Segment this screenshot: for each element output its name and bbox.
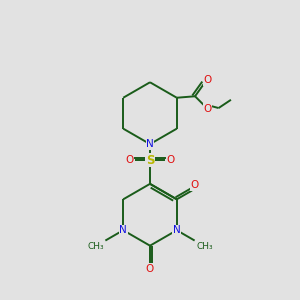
Text: O: O bbox=[203, 103, 211, 114]
Text: N: N bbox=[146, 139, 154, 149]
Text: O: O bbox=[146, 264, 154, 274]
Text: O: O bbox=[203, 75, 211, 85]
Text: CH₃: CH₃ bbox=[196, 242, 213, 251]
Text: S: S bbox=[146, 154, 154, 167]
Text: N: N bbox=[173, 225, 181, 235]
Text: O: O bbox=[125, 155, 134, 165]
Text: CH₃: CH₃ bbox=[87, 242, 104, 251]
Text: N: N bbox=[119, 225, 127, 235]
Text: O: O bbox=[167, 155, 175, 165]
Text: O: O bbox=[190, 180, 199, 190]
